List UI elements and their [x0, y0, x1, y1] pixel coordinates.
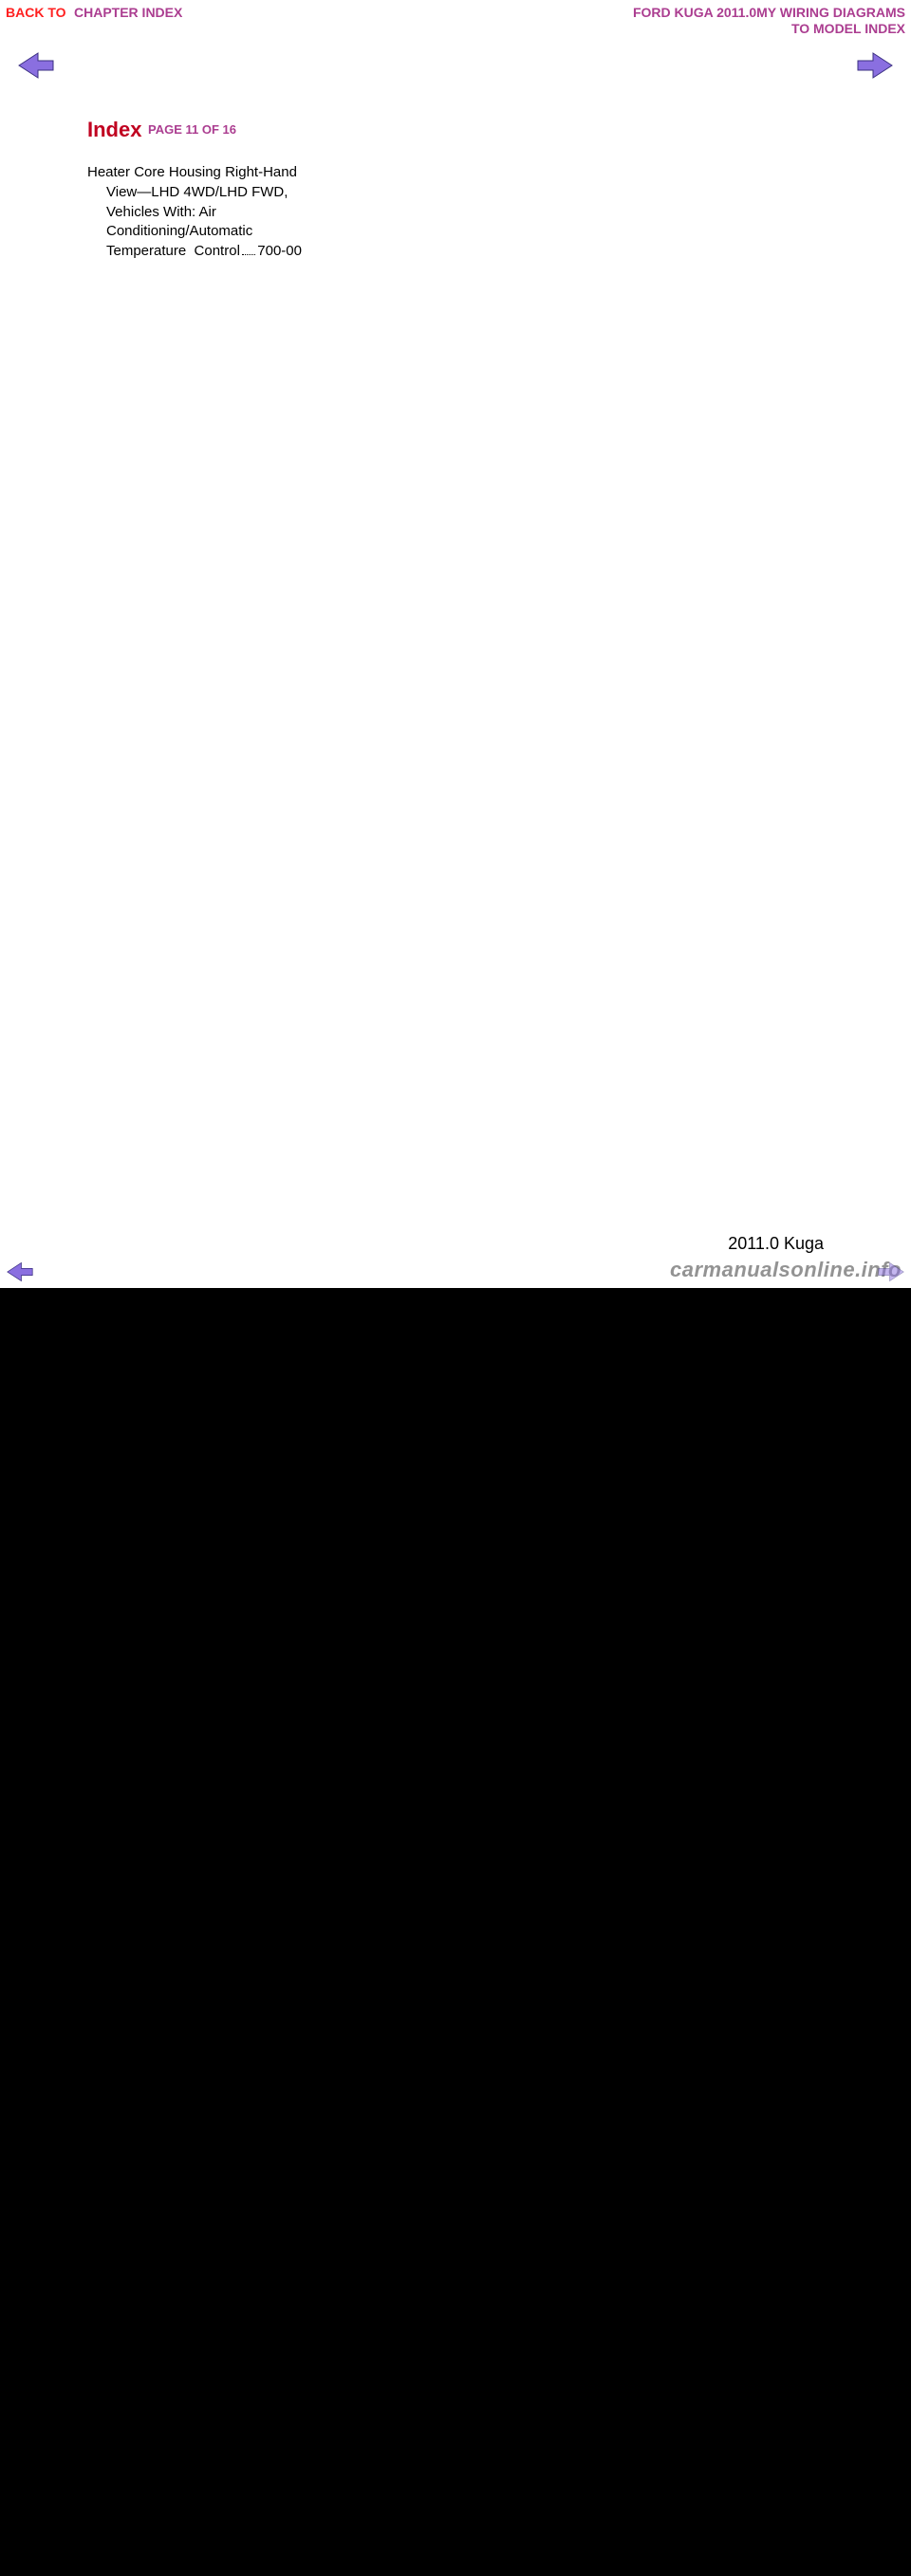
arrow-right-icon [856, 51, 894, 80]
index-left-column: Heater Core Housing Right-HandView—LHD 4… [87, 163, 911, 1218]
arrow-left-icon [17, 51, 55, 80]
back-to-link[interactable]: BACK TO [6, 5, 66, 20]
index-page-of: PAGE 11 OF 16 [148, 122, 236, 137]
index-entry-label: Conditioning/Automatic [106, 222, 252, 242]
index-entry-page: 700-00 [257, 242, 911, 1530]
index-columns: Heater Core Housing Right-HandView—LHD 4… [87, 163, 824, 1218]
leader-dots [242, 254, 255, 255]
index-entry-label: Vehicles With: Air [106, 1570, 216, 1590]
index-entry-label: Conditioning/Manual [106, 1590, 236, 1610]
index-entry-label: View—LHD 4WD/LHD FWD, [106, 1550, 288, 1570]
index-title: Index [87, 118, 141, 142]
index-entry[interactable]: Heater Core Housing Right-HandView—LHD 4… [87, 1530, 911, 2576]
arrow-right-icon [877, 1261, 905, 1282]
index-entry-label: Heater Core Housing Right-Hand [87, 1530, 297, 1550]
chapter-index-link[interactable]: CHAPTER INDEX [74, 5, 182, 20]
index-entry[interactable]: Heater Core Housing Right-HandView—LHD 4… [87, 163, 911, 1530]
doc-title-link[interactable]: FORD KUGA 2011.0MY WIRING DIAGRAMS [633, 5, 905, 20]
index-entry-label: Heater Core Housing Right-Hand [87, 163, 297, 183]
arrow-left-icon [6, 1261, 34, 1282]
header-links: BACK TO CHAPTER INDEX FORD KUGA 2011.0MY… [0, 0, 911, 32]
index-entry-label: View—LHD 4WD/LHD FWD, [106, 183, 288, 203]
model-index-link[interactable]: TO MODEL INDEX [791, 21, 905, 36]
prev-page-arrow[interactable] [17, 51, 55, 80]
index-entry-label: Temperature Control [106, 1609, 240, 1628]
footer-text: 2011.0 Kuga [728, 1234, 824, 1254]
footer-next-arrow[interactable] [877, 1261, 905, 1282]
index-entry-label: Vehicles With: Air [106, 203, 216, 223]
document-page: BACK TO CHAPTER INDEX FORD KUGA 2011.0MY… [0, 0, 911, 1288]
index-entry-page: 700-00 [257, 1609, 911, 2576]
footer-prev-arrow[interactable] [6, 1261, 34, 1282]
watermark: carmanualsonline.info [670, 1258, 902, 1282]
leader-dots [242, 1621, 255, 1622]
index-entry-label: Temperature Control [106, 242, 240, 262]
next-page-arrow[interactable] [856, 51, 894, 80]
